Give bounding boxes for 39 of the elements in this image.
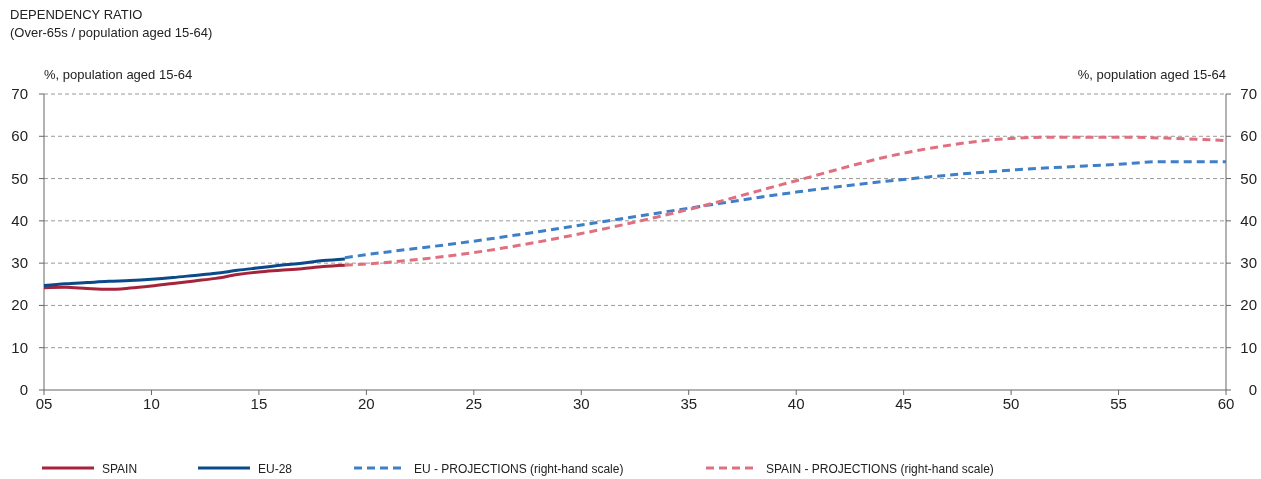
y2-axis-title: %, population aged 15-64 — [1077, 67, 1226, 82]
x-tick-label: 55 — [1110, 395, 1127, 412]
y2-tick-label: 50 — [1240, 169, 1257, 187]
y-tick-label: 70 — [11, 85, 28, 102]
legend-label: EU - PROJECTIONS (right-hand scale) — [414, 462, 624, 476]
x-tick-label: 25 — [465, 395, 483, 412]
x-tick-label: 15 — [250, 395, 268, 412]
y2-tick-label: 0 — [1248, 381, 1257, 398]
legend-label: SPAIN - PROJECTIONS (right-hand scale) — [766, 462, 994, 476]
y-tick-label: 50 — [11, 169, 28, 187]
y-tick-label: 60 — [11, 127, 28, 145]
y2-tick-label: 70 — [1240, 85, 1257, 102]
x-tick-label: 05 — [35, 395, 53, 412]
legend-label: EU-28 — [258, 462, 293, 476]
x-tick-label: 20 — [358, 395, 375, 412]
x-tick-label: 45 — [895, 395, 912, 412]
y-tick-label: 10 — [11, 338, 28, 356]
y2-tick-label: 40 — [1240, 211, 1257, 229]
y2-tick-label: 60 — [1240, 127, 1257, 145]
x-tick-label: 40 — [787, 395, 805, 412]
line-series — [343, 160, 1228, 260]
chart-title: DEPENDENCY RATIO — [10, 7, 143, 22]
y2-tick-label: 10 — [1240, 338, 1257, 356]
x-tick-label: 10 — [143, 395, 160, 412]
y-tick-label: 0 — [19, 381, 28, 398]
y-axis-title: %, population aged 15-64 — [44, 67, 193, 82]
x-tick-label: 35 — [680, 395, 698, 412]
y-tick-label: 20 — [11, 296, 28, 314]
line-series — [42, 263, 347, 291]
y-tick-label: 30 — [11, 254, 28, 272]
y-tick-label: 40 — [11, 211, 28, 229]
y2-tick-label: 20 — [1240, 296, 1257, 314]
x-tick-label: 50 — [1002, 395, 1020, 412]
y2-tick-label: 30 — [1240, 254, 1257, 272]
line-series — [42, 257, 347, 288]
chart-subtitle: (Over-65s / population aged 15-64) — [10, 25, 213, 40]
x-tick-label: 60 — [1217, 395, 1235, 412]
legend-label: SPAIN — [102, 462, 138, 476]
x-tick-label: 30 — [572, 395, 590, 412]
